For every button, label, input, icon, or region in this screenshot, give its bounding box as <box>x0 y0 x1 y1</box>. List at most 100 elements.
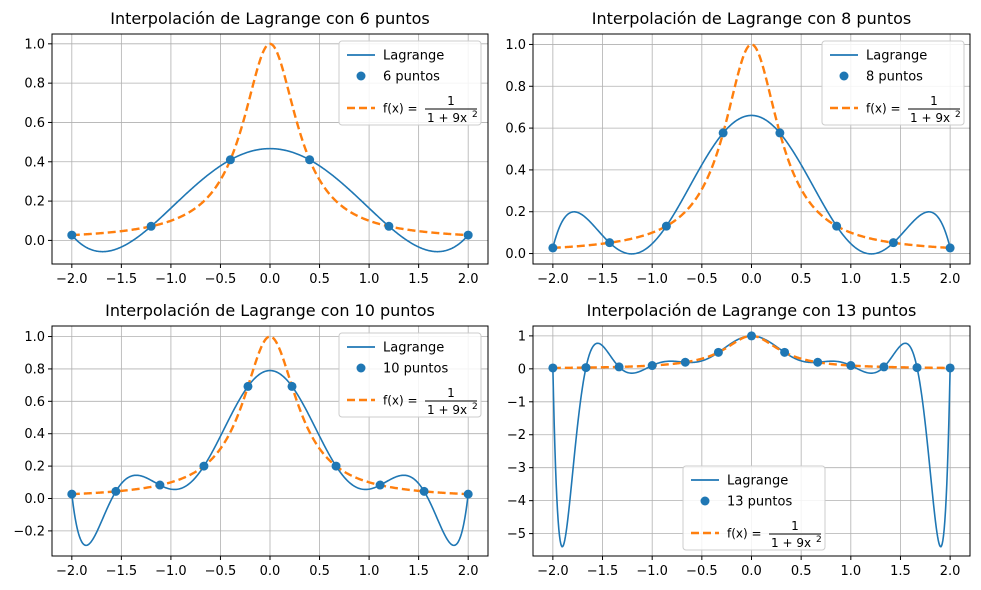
x-tick-label: 1.5 <box>890 272 911 287</box>
fraction-numerator: 1 <box>930 94 938 108</box>
x-tick-label: −0.5 <box>686 272 718 287</box>
data-point <box>647 361 657 371</box>
y-tick-label: 1.0 <box>505 38 526 53</box>
legend-label: Lagrange <box>727 474 788 489</box>
data-point <box>747 331 756 341</box>
legend-handle-marker <box>839 71 849 81</box>
legend-frame <box>821 40 965 126</box>
legend-handle-marker <box>700 496 710 506</box>
fraction-numerator: 1 <box>791 519 799 533</box>
x-tick-label: −0.5 <box>205 564 237 579</box>
legend-handle-marker <box>356 363 366 373</box>
data-point <box>375 480 385 490</box>
plot-layer <box>67 42 473 253</box>
function-dashed-line <box>552 43 951 250</box>
legend-frame <box>682 465 826 551</box>
chart-panel-2: −2.0 −1.5 −1.0 −0.5 0.0 0.5 1.0 1.5 2.0 0.0 0.2 0.4… <box>505 9 971 287</box>
plot-layer <box>548 331 955 548</box>
y-tick-label: −0.2 <box>13 524 45 539</box>
y-tick-label: −3 <box>507 461 526 476</box>
x-tick-label: −1.0 <box>155 564 187 579</box>
y-tick-label: 0.2 <box>24 195 45 210</box>
x-tick-label: 0.5 <box>791 272 812 287</box>
data-point <box>775 128 785 138</box>
x-tick-label: −1.0 <box>636 272 668 287</box>
function-dashed-line <box>71 42 469 237</box>
data-point <box>680 357 690 367</box>
chart-title: Interpolación de Lagrange con 13 puntos <box>587 301 917 320</box>
data-point <box>419 486 429 496</box>
data-point <box>879 362 889 372</box>
data-point <box>718 128 728 138</box>
data-point <box>384 221 394 231</box>
legend-label: 8 puntos <box>866 70 923 85</box>
y-tick-label: −4 <box>507 494 526 509</box>
legend-frame <box>338 332 482 418</box>
plot-layer <box>548 43 955 255</box>
x-tick-label: −2.0 <box>56 564 88 579</box>
y-tick-label: 0.4 <box>24 155 45 170</box>
x-tick-label: 2.0 <box>940 272 961 287</box>
x-tick-label: −0.5 <box>686 564 718 579</box>
data-point <box>463 489 473 499</box>
chart-panel-3: −2.0 −1.5 −1.0 −0.5 0.0 0.5 1.0 1.5 2.0 −0.2 0.0 0.… <box>13 301 489 579</box>
legend-handle-marker <box>356 71 366 81</box>
x-tick-label: 0.5 <box>309 564 330 579</box>
y-tick-label: 0 <box>518 362 526 377</box>
y-tick-label: 0.2 <box>505 205 526 220</box>
chart-panel-4: −2.0 −1.5 −1.0 −0.5 0.0 0.5 1.0 1.5 2.0 −5 −4 −3 −2 −… <box>507 301 971 579</box>
data-point <box>331 461 341 471</box>
x-tick-label: −2.0 <box>537 564 569 579</box>
y-tick-label: 0.0 <box>24 492 45 507</box>
data-point <box>155 480 165 490</box>
fraction-exponent: 2 <box>816 535 822 545</box>
x-tick-label: 1.0 <box>840 564 861 579</box>
legend-label: Lagrange <box>866 49 927 64</box>
legend-label: 6 puntos <box>383 70 440 85</box>
data-point <box>614 362 624 372</box>
data-point <box>243 381 253 391</box>
fraction-denominator: 1 + 9x <box>427 111 467 125</box>
fraction-denominator: 1 + 9x <box>427 403 467 417</box>
x-tick-label: −1.5 <box>587 272 619 287</box>
x-tick-label: −1.0 <box>636 564 668 579</box>
data-point <box>945 243 955 253</box>
data-point <box>912 363 922 373</box>
data-point <box>287 381 297 391</box>
y-tick-label: 0.2 <box>24 460 45 475</box>
data-point <box>713 347 723 357</box>
legend-frame <box>338 40 482 126</box>
lagrange-line <box>552 114 951 255</box>
legend: Lagrange 8 puntos f(x) = 1 1 + 9x 2 <box>821 40 965 126</box>
data-point <box>780 347 790 357</box>
x-tick-label: 2.0 <box>458 272 479 287</box>
fraction-numerator: 1 <box>447 386 455 400</box>
y-tick-label: 0.4 <box>505 163 526 178</box>
data-point <box>581 363 591 373</box>
data-point <box>813 357 823 367</box>
fraction-denominator: 1 + 9x <box>910 111 950 125</box>
x-tick-label: 1.5 <box>408 564 429 579</box>
x-tick-label: 0.0 <box>741 272 762 287</box>
chart-title: Interpolación de Lagrange con 6 puntos <box>110 9 430 28</box>
y-tick-label: 0.8 <box>24 77 45 92</box>
x-tick-label: 1.5 <box>890 564 911 579</box>
data-point <box>225 155 235 165</box>
data-point <box>463 230 473 240</box>
y-tick-label: 0.6 <box>24 395 45 410</box>
x-tick-label: 0.5 <box>791 564 812 579</box>
x-tick-label: 2.0 <box>458 564 479 579</box>
x-tick-label: −0.5 <box>205 272 237 287</box>
x-tick-label: 2.0 <box>940 564 961 579</box>
fraction-exponent: 2 <box>472 402 478 412</box>
legend-label-formula: f(x) = <box>383 394 418 408</box>
x-tick-label: 0.5 <box>309 272 330 287</box>
data-point <box>605 238 615 248</box>
legend-label: 13 puntos <box>727 495 792 510</box>
plot-layer <box>67 335 473 547</box>
data-point <box>305 155 315 165</box>
legend-label: Lagrange <box>383 341 444 356</box>
data-point <box>888 238 898 248</box>
y-tick-label: 1.0 <box>24 330 45 345</box>
legend-label: Lagrange <box>383 49 444 64</box>
